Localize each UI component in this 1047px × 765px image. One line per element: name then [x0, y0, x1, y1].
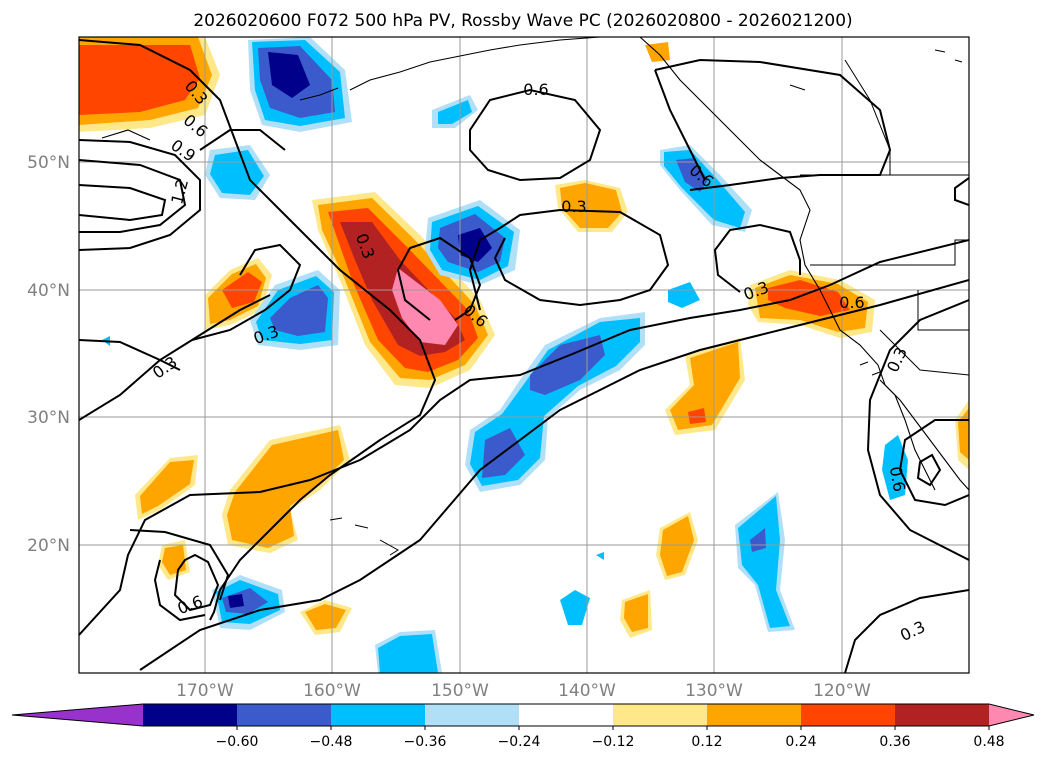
contour-label: 0.6 [839, 293, 864, 312]
colorbar-segment [143, 704, 238, 726]
pv-negative-gulf-alaska [248, 37, 352, 132]
colorbar-extend-low [12, 704, 143, 726]
islands [329, 361, 881, 556]
colorbar-segment [425, 704, 520, 726]
contour-lines [79, 39, 969, 673]
colorbar-tick-label: −0.60 [216, 734, 259, 750]
coastlines [101, 37, 969, 491]
lon-label-130w: 130°W [685, 681, 743, 701]
colorbar-segment [895, 704, 990, 726]
map-area: 0.3 0.6 0.9 1.2 0.3 0.6 0.3 0.6 0.3 0.3 … [79, 37, 969, 673]
colorbar-tick-label: −0.12 [592, 734, 635, 750]
colorbar-segment [801, 704, 896, 726]
colorbar-segment [613, 704, 708, 726]
colorbar-segment [519, 704, 614, 726]
pv-negative-small-137w [668, 282, 700, 308]
lat-label-20n: 20°N [27, 536, 70, 556]
lon-label-150w: 150°W [431, 681, 489, 701]
colorbar-tick-label: −0.24 [498, 734, 541, 750]
colorbar-tick-label: 0.36 [879, 734, 910, 750]
pv-positive-nw-corner [79, 37, 220, 132]
colorbar-segment [237, 704, 332, 726]
lon-label-140w: 140°W [558, 681, 616, 701]
map-frame [78, 36, 970, 674]
contour-label: 0.6 [523, 80, 548, 99]
colorbar-extend-high [989, 704, 1034, 726]
colorbar-outline [11, 703, 1035, 727]
contour-label: 0.6 [886, 465, 909, 493]
lat-label-40n: 40°N [27, 281, 70, 301]
lat-label-30n: 30°N [27, 408, 70, 428]
colorbar-tick-label: 0.48 [973, 734, 1004, 750]
colorbar-tick-label: 0.12 [691, 734, 722, 750]
longitude-labels: 170°W 160°W 150°W 140°W 130°W 120°W [176, 681, 871, 701]
map-title: 2026020600 F072 500 hPa PV, Rossby Wave … [193, 11, 852, 31]
lon-label-170w: 170°W [176, 681, 234, 701]
lon-label-160w: 160°W [303, 681, 361, 701]
colorbar: −0.60 −0.48 −0.36 −0.24 −0.12 0.12 0.24 0.36 0.4… [11, 703, 1035, 750]
lon-label-120w: 120°W [813, 681, 871, 701]
pv-negative-168w-50n [205, 145, 270, 200]
colorbar-segment [707, 704, 802, 726]
colorbar-tick-label: 0.24 [785, 734, 816, 750]
colorbar-segment [331, 704, 426, 726]
colorbar-tick-label: −0.36 [404, 734, 447, 750]
latitude-labels: 50°N 40°N 30°N 20°N [27, 153, 70, 556]
graticule [79, 37, 969, 673]
pv-positive-125w-39n [748, 270, 875, 338]
lat-label-50n: 50°N [27, 153, 70, 173]
pv-negative-150w-43n [425, 200, 520, 285]
contour-label: 0.3 [561, 197, 586, 216]
colorbar-tick-label: −0.48 [310, 734, 353, 750]
